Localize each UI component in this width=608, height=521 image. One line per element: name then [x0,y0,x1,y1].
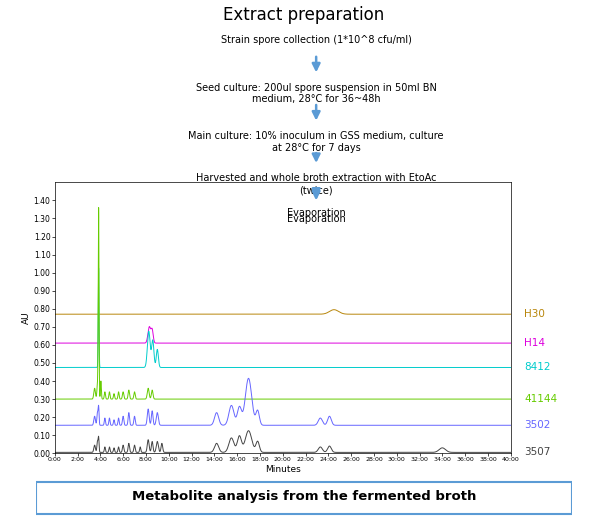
Y-axis label: AU: AU [22,312,31,324]
Text: 3502: 3502 [525,420,551,430]
Text: H30: H30 [525,309,545,319]
Text: Seed culture: 200ul spore suspension in 50ml BN
medium, 28°C for 36~48h: Seed culture: 200ul spore suspension in … [196,83,437,105]
Text: Extract preparation: Extract preparation [223,6,385,24]
FancyBboxPatch shape [36,481,572,514]
Text: Main culture: 10% inoculum in GSS medium, culture
at 28°C for 7 days: Main culture: 10% inoculum in GSS medium… [188,131,444,153]
X-axis label: Minutes: Minutes [265,465,300,474]
Text: 3507: 3507 [525,448,551,457]
Text: H14: H14 [525,338,545,348]
Text: 41144: 41144 [525,394,558,404]
Text: Evaporation: Evaporation [287,208,345,218]
Text: 8412: 8412 [525,363,551,373]
Text: Strain spore collection (1*10^8 cfu/ml): Strain spore collection (1*10^8 cfu/ml) [221,35,412,45]
Text: Metabolite analysis from the fermented broth: Metabolite analysis from the fermented b… [132,490,476,503]
Text: Evaporation: Evaporation [287,214,345,224]
Text: Harvested and whole broth extraction with EtoAc
(twice): Harvested and whole broth extraction wit… [196,173,437,195]
